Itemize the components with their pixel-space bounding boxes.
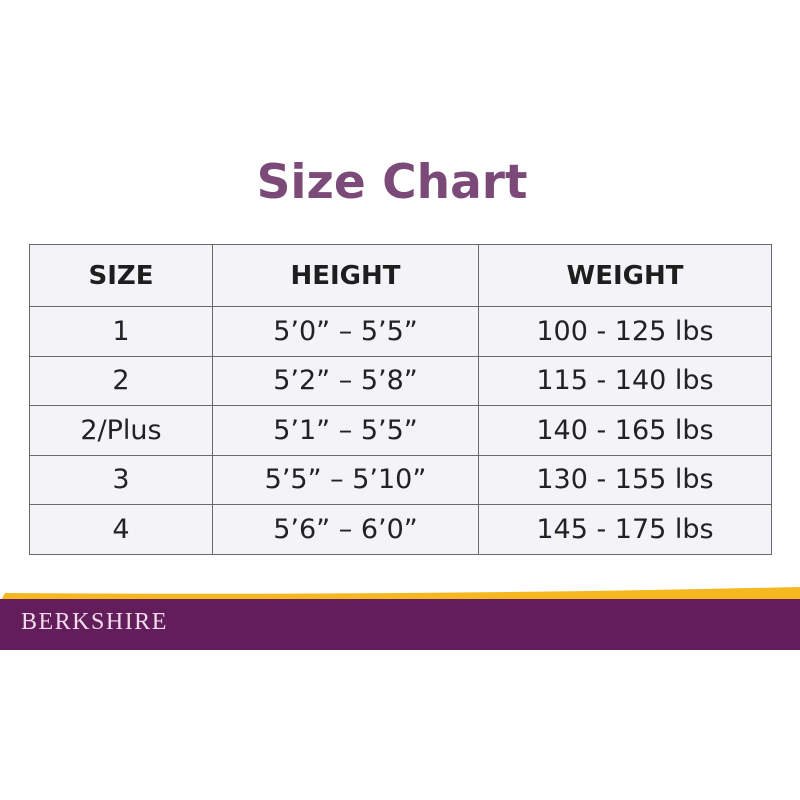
cell-size: 2: [29, 355, 213, 406]
cell-size: 2/Plus: [29, 405, 213, 456]
cell-weight: 140 - 165 lbs: [478, 405, 772, 456]
cell-height: 5’1” – 5’5”: [212, 405, 479, 456]
cell-weight: 115 - 140 lbs: [478, 355, 772, 406]
header-size: SIZE: [29, 244, 213, 307]
table-row: 2/Plus 5’1” – 5’5” 140 - 165 lbs: [29, 405, 772, 456]
cell-height: 5’2” – 5’8”: [212, 355, 479, 406]
cell-size: 4: [29, 504, 213, 555]
size-chart-table: SIZE HEIGHT WEIGHT 1 5’0” – 5’5” 100 - 1…: [29, 244, 772, 555]
cell-height: 5’5” – 5’10”: [212, 454, 479, 505]
berkshire-logo: BERKSHIRE: [21, 609, 168, 635]
cell-height: 5’0” – 5’5”: [212, 306, 479, 357]
cell-weight: 145 - 175 lbs: [478, 504, 772, 555]
brand-banner: [0, 599, 800, 650]
table-header-row: SIZE HEIGHT WEIGHT: [29, 244, 772, 307]
cell-height: 5’6” – 6’0”: [212, 504, 479, 555]
cell-size: 1: [29, 306, 213, 357]
table-row: 2 5’2” – 5’8” 115 - 140 lbs: [29, 355, 772, 406]
table-row: 4 5’6” – 6’0” 145 - 175 lbs: [29, 504, 772, 555]
header-height: HEIGHT: [212, 244, 479, 307]
cell-weight: 130 - 155 lbs: [478, 454, 772, 505]
yellow-swoosh-stripe: [0, 587, 800, 602]
table-row: 1 5’0” – 5’5” 100 - 125 lbs: [29, 306, 772, 357]
table-row: 3 5’5” – 5’10” 130 - 155 lbs: [29, 454, 772, 505]
cell-size: 3: [29, 454, 213, 505]
cell-weight: 100 - 125 lbs: [478, 306, 772, 357]
page-title: Size Chart: [256, 155, 528, 210]
header-weight: WEIGHT: [478, 244, 772, 307]
